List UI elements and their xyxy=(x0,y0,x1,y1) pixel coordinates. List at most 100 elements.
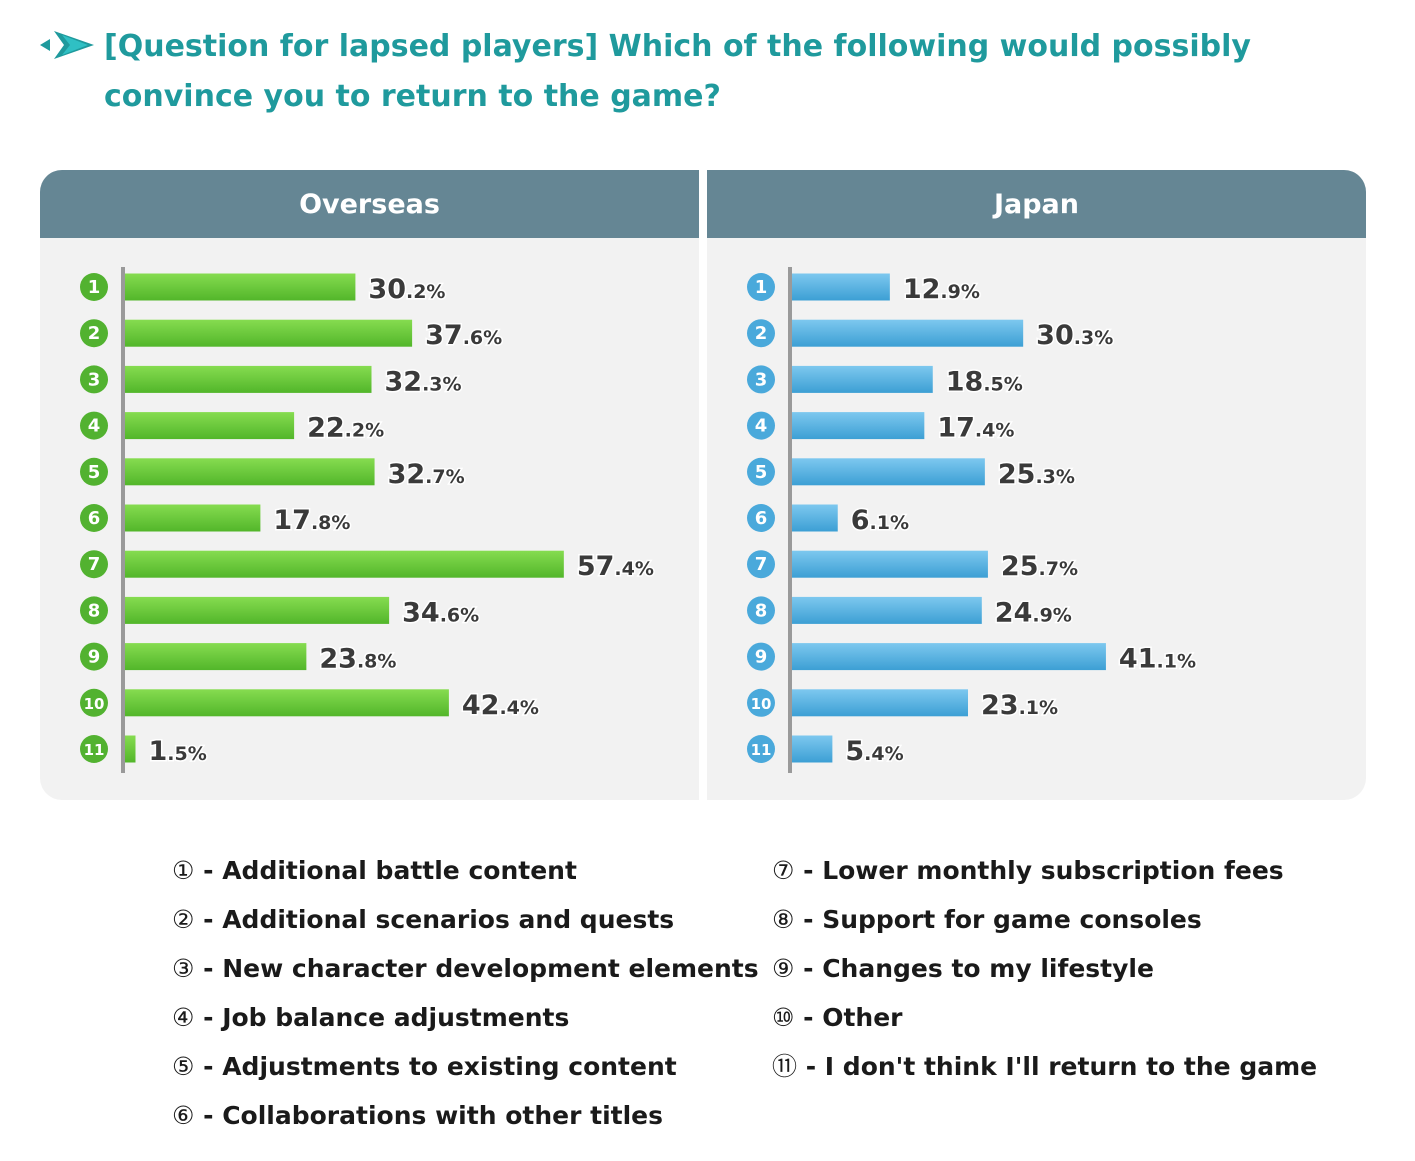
category-label: 3 xyxy=(88,369,101,390)
bar xyxy=(124,365,372,393)
legend-label: - Lower monthly subscription fees xyxy=(794,856,1284,885)
category-badge-10 xyxy=(80,688,108,717)
category-badge-9 xyxy=(747,642,775,671)
category-label: 2 xyxy=(88,323,101,344)
overseas-panel: Overseas 1 30.2% 2 37.6% 3 32.3% 4 22.2% 5 32.7% 6… xyxy=(40,170,699,800)
category-badge-10 xyxy=(747,688,775,717)
value-label: 32.3% xyxy=(384,366,461,397)
bar xyxy=(791,319,1024,347)
value-label: 22.2% xyxy=(307,413,384,444)
legend-label: - Changes to my lifestyle xyxy=(794,954,1154,983)
bar xyxy=(791,412,925,440)
legend-number: ② xyxy=(172,905,195,934)
category-label: 11 xyxy=(751,741,772,759)
category-label: 7 xyxy=(755,554,768,575)
bar xyxy=(124,596,390,624)
value-label: 30.3% xyxy=(1036,320,1113,351)
category-badge-1 xyxy=(80,273,108,301)
legend-number: ⑨ xyxy=(772,954,795,983)
category-label: 2 xyxy=(755,323,768,344)
category-label: 5 xyxy=(755,462,768,483)
category-badge-3 xyxy=(80,365,108,394)
value-label: 37.6% xyxy=(425,320,502,351)
value-label: 18.5% xyxy=(946,366,1023,397)
bar xyxy=(124,550,564,578)
category-badge-2 xyxy=(747,319,775,348)
category-badge-5 xyxy=(747,457,775,486)
legend-item: ⑩ - Other xyxy=(772,997,1317,1046)
value-label: 41.1% xyxy=(1119,644,1196,675)
legend-number: ④ xyxy=(172,1003,195,1032)
category-badge-4 xyxy=(747,411,775,440)
value-label: 57.4% xyxy=(577,551,654,582)
bar xyxy=(124,273,356,301)
legend-column-1: ① - Additional battle content ② - Additi… xyxy=(172,850,759,1144)
legend-label: - New character development elements xyxy=(194,954,759,983)
category-label: 8 xyxy=(755,600,768,621)
category-label: 6 xyxy=(755,508,768,529)
bar xyxy=(791,273,890,301)
overseas-chart: 1 30.2% 2 37.6% 3 32.3% 4 22.2% 5 32.7% 6 17.8% 7 57.… xyxy=(80,267,655,773)
bar xyxy=(124,458,375,486)
category-badge-6 xyxy=(80,504,108,532)
category-badge-8 xyxy=(80,596,108,625)
bar xyxy=(791,596,982,624)
legend-label: - Additional battle content xyxy=(194,856,577,885)
legend-label: - Collaborations with other titles xyxy=(194,1101,663,1130)
category-label: 9 xyxy=(88,647,101,668)
bar xyxy=(124,689,449,717)
legend-label: - Other xyxy=(794,1003,903,1032)
category-label: 3 xyxy=(755,369,768,390)
page-title: [Question for lapsed players] Which of t… xyxy=(104,29,1251,114)
value-label: 12.9% xyxy=(903,274,980,305)
legend-item: ⑧ - Support for game consoles xyxy=(772,899,1317,948)
bar xyxy=(791,365,933,393)
category-label: 11 xyxy=(84,741,105,759)
bar xyxy=(124,412,295,440)
category-badge-3 xyxy=(747,365,775,394)
bar xyxy=(791,504,838,532)
legend-number: ③ xyxy=(172,954,195,983)
category-badge-5 xyxy=(80,457,108,486)
legend-number: ① xyxy=(172,856,195,885)
legend-item: ④ - Job balance adjustments xyxy=(172,997,759,1046)
legend-label: - Additional scenarios and quests xyxy=(194,905,675,934)
legend-number: ⑤ xyxy=(172,1052,195,1081)
value-label: 1.5% xyxy=(148,736,206,767)
value-label: 17.4% xyxy=(937,413,1014,444)
value-label: 23.1% xyxy=(981,690,1058,721)
japan-header: Japan xyxy=(707,170,1366,238)
value-label: 34.6% xyxy=(402,597,479,628)
category-label: 9 xyxy=(755,647,768,668)
value-label: 17.8% xyxy=(273,505,350,536)
bar xyxy=(124,504,261,532)
bar xyxy=(124,319,413,347)
arrow-bullet-icon xyxy=(40,31,94,59)
category-label: 6 xyxy=(88,508,101,529)
bar xyxy=(791,550,988,578)
bar xyxy=(791,458,985,486)
value-label: 32.7% xyxy=(388,459,465,490)
japan-panel: Japan 1 12.9% 2 30.3% 3 18.5% 4 17.4% 5 25.3% 6 6.1… xyxy=(707,170,1366,800)
category-badge-4 xyxy=(80,411,108,440)
bar xyxy=(124,735,136,763)
legend-label: - Job balance adjustments xyxy=(194,1003,570,1032)
legend-item: ⑥ - Collaborations with other titles xyxy=(172,1095,759,1144)
bar xyxy=(124,643,307,671)
category-badge-6 xyxy=(747,504,775,532)
category-badge-7 xyxy=(747,550,775,579)
bar xyxy=(791,643,1106,671)
legend-item: ② - Additional scenarios and quests xyxy=(172,899,759,948)
category-label: 4 xyxy=(88,416,101,437)
japan-chart: 1 12.9% 2 30.3% 3 18.5% 4 17.4% 5 25.3% 6 6.1% 7 25.7… xyxy=(747,267,1197,773)
bar xyxy=(791,735,833,763)
legend-number: ⑥ xyxy=(172,1101,195,1130)
legend-number: ⑧ xyxy=(772,905,795,934)
category-label: 10 xyxy=(751,695,772,713)
legend-number: ⑩ xyxy=(772,1003,795,1032)
category-badge-9 xyxy=(80,642,108,671)
category-badge-11 xyxy=(747,735,775,763)
value-label: 30.2% xyxy=(368,274,445,305)
legend-label: - Adjustments to existing content xyxy=(194,1052,677,1081)
category-label: 10 xyxy=(84,695,105,713)
